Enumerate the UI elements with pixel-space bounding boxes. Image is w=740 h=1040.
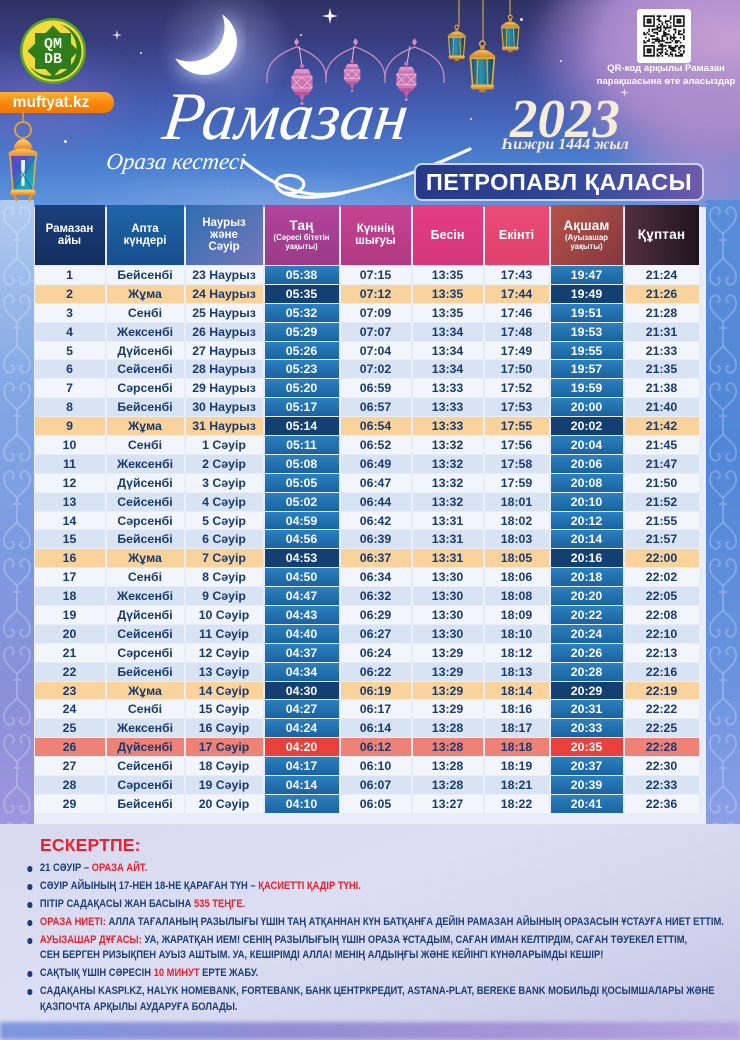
svg-text:DB: DB — [44, 51, 62, 68]
svg-text:QM: QM — [44, 36, 62, 53]
